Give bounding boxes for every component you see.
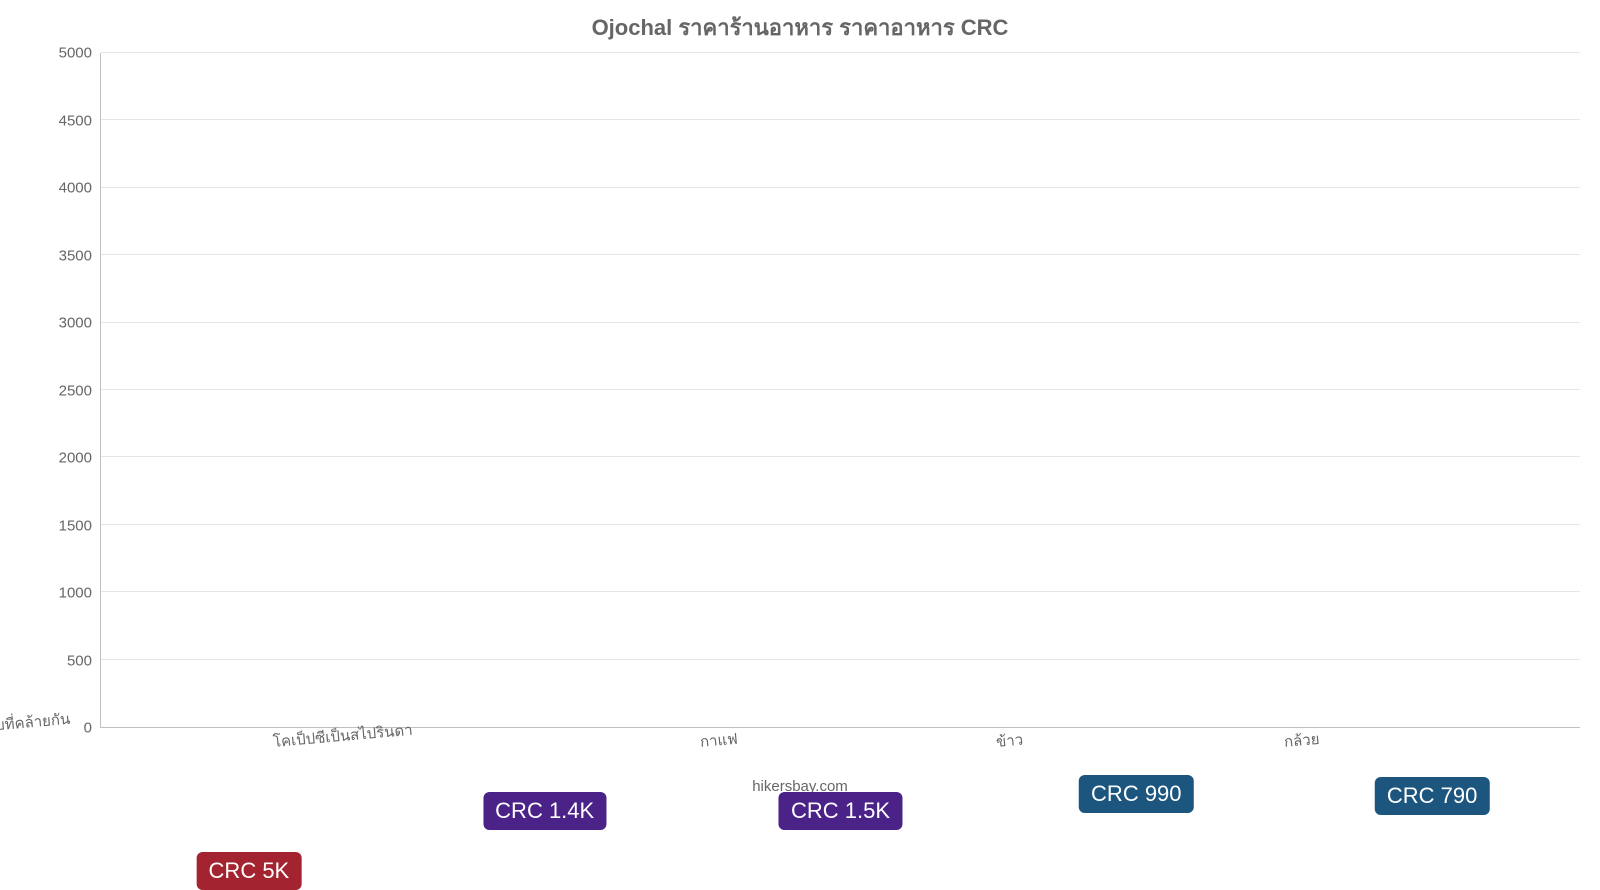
gridline xyxy=(101,52,1580,53)
x-label-slot: กล้วย xyxy=(1284,728,1580,778)
y-tick-label: 3000 xyxy=(59,315,92,332)
y-tick-label: 1000 xyxy=(59,585,92,602)
gridline xyxy=(101,524,1580,525)
chart-title: Ojochal ราคาร้านอาหาร ราคาอาหาร CRC xyxy=(20,10,1580,45)
y-tick-label: 500 xyxy=(67,652,92,669)
y-tick-label: 4000 xyxy=(59,180,92,197)
y-tick-label: 2000 xyxy=(59,450,92,467)
y-tick-label: 3500 xyxy=(59,247,92,264)
y-tick-label: 5000 xyxy=(59,45,92,62)
bar-value-label: CRC 1.5K xyxy=(779,792,902,830)
x-axis: เบอร์เกอร์ Mac กษัตริย์หรือแถบที่คล้ายกั… xyxy=(100,728,1580,778)
y-tick-label: 4500 xyxy=(59,112,92,129)
gridline xyxy=(101,187,1580,188)
y-tick-label: 0 xyxy=(84,720,92,737)
x-label-slot: โคเป็ปซีเป็นสไปรินดา xyxy=(396,728,692,778)
y-tick-label: 1500 xyxy=(59,517,92,534)
bar-value-label: CRC 990 xyxy=(1079,775,1193,813)
gridline xyxy=(101,254,1580,255)
gridline xyxy=(101,591,1580,592)
plot-area: CRC 5KCRC 1.4KCRC 1.5KCRC 990CRC 790 xyxy=(100,53,1580,728)
plot-row: 0500100015002000250030003500400045005000… xyxy=(20,53,1580,728)
bars-layer: CRC 5KCRC 1.4KCRC 1.5KCRC 990CRC 790 xyxy=(101,53,1580,727)
y-tick-label: 2500 xyxy=(59,382,92,399)
x-label-slot: ข้าว xyxy=(988,728,1284,778)
gridline xyxy=(101,119,1580,120)
x-category-label: กล้วย xyxy=(1283,727,1320,754)
x-category-label: กาแฟ xyxy=(699,727,739,754)
gridline xyxy=(101,389,1580,390)
chart-container: Ojochal ราคาร้านอาหาร ราคาอาหาร CRC 0 500… xyxy=(20,10,1580,795)
bar-value-label: CRC 790 xyxy=(1375,777,1489,815)
gridline xyxy=(101,456,1580,457)
bar-value-label: CRC 5K xyxy=(197,852,302,890)
x-label-slot: กาแฟ xyxy=(692,728,988,778)
gridline xyxy=(101,322,1580,323)
gridline xyxy=(101,659,1580,660)
y-axis: 0500100015002000250030003500400045005000 xyxy=(20,53,100,728)
bar-value-label: CRC 1.4K xyxy=(483,792,606,830)
x-category-label: ข้าว xyxy=(995,728,1024,754)
x-category-label: เบอร์เกอร์ Mac กษัตริย์หรือแถบที่คล้ายกั… xyxy=(0,707,71,754)
